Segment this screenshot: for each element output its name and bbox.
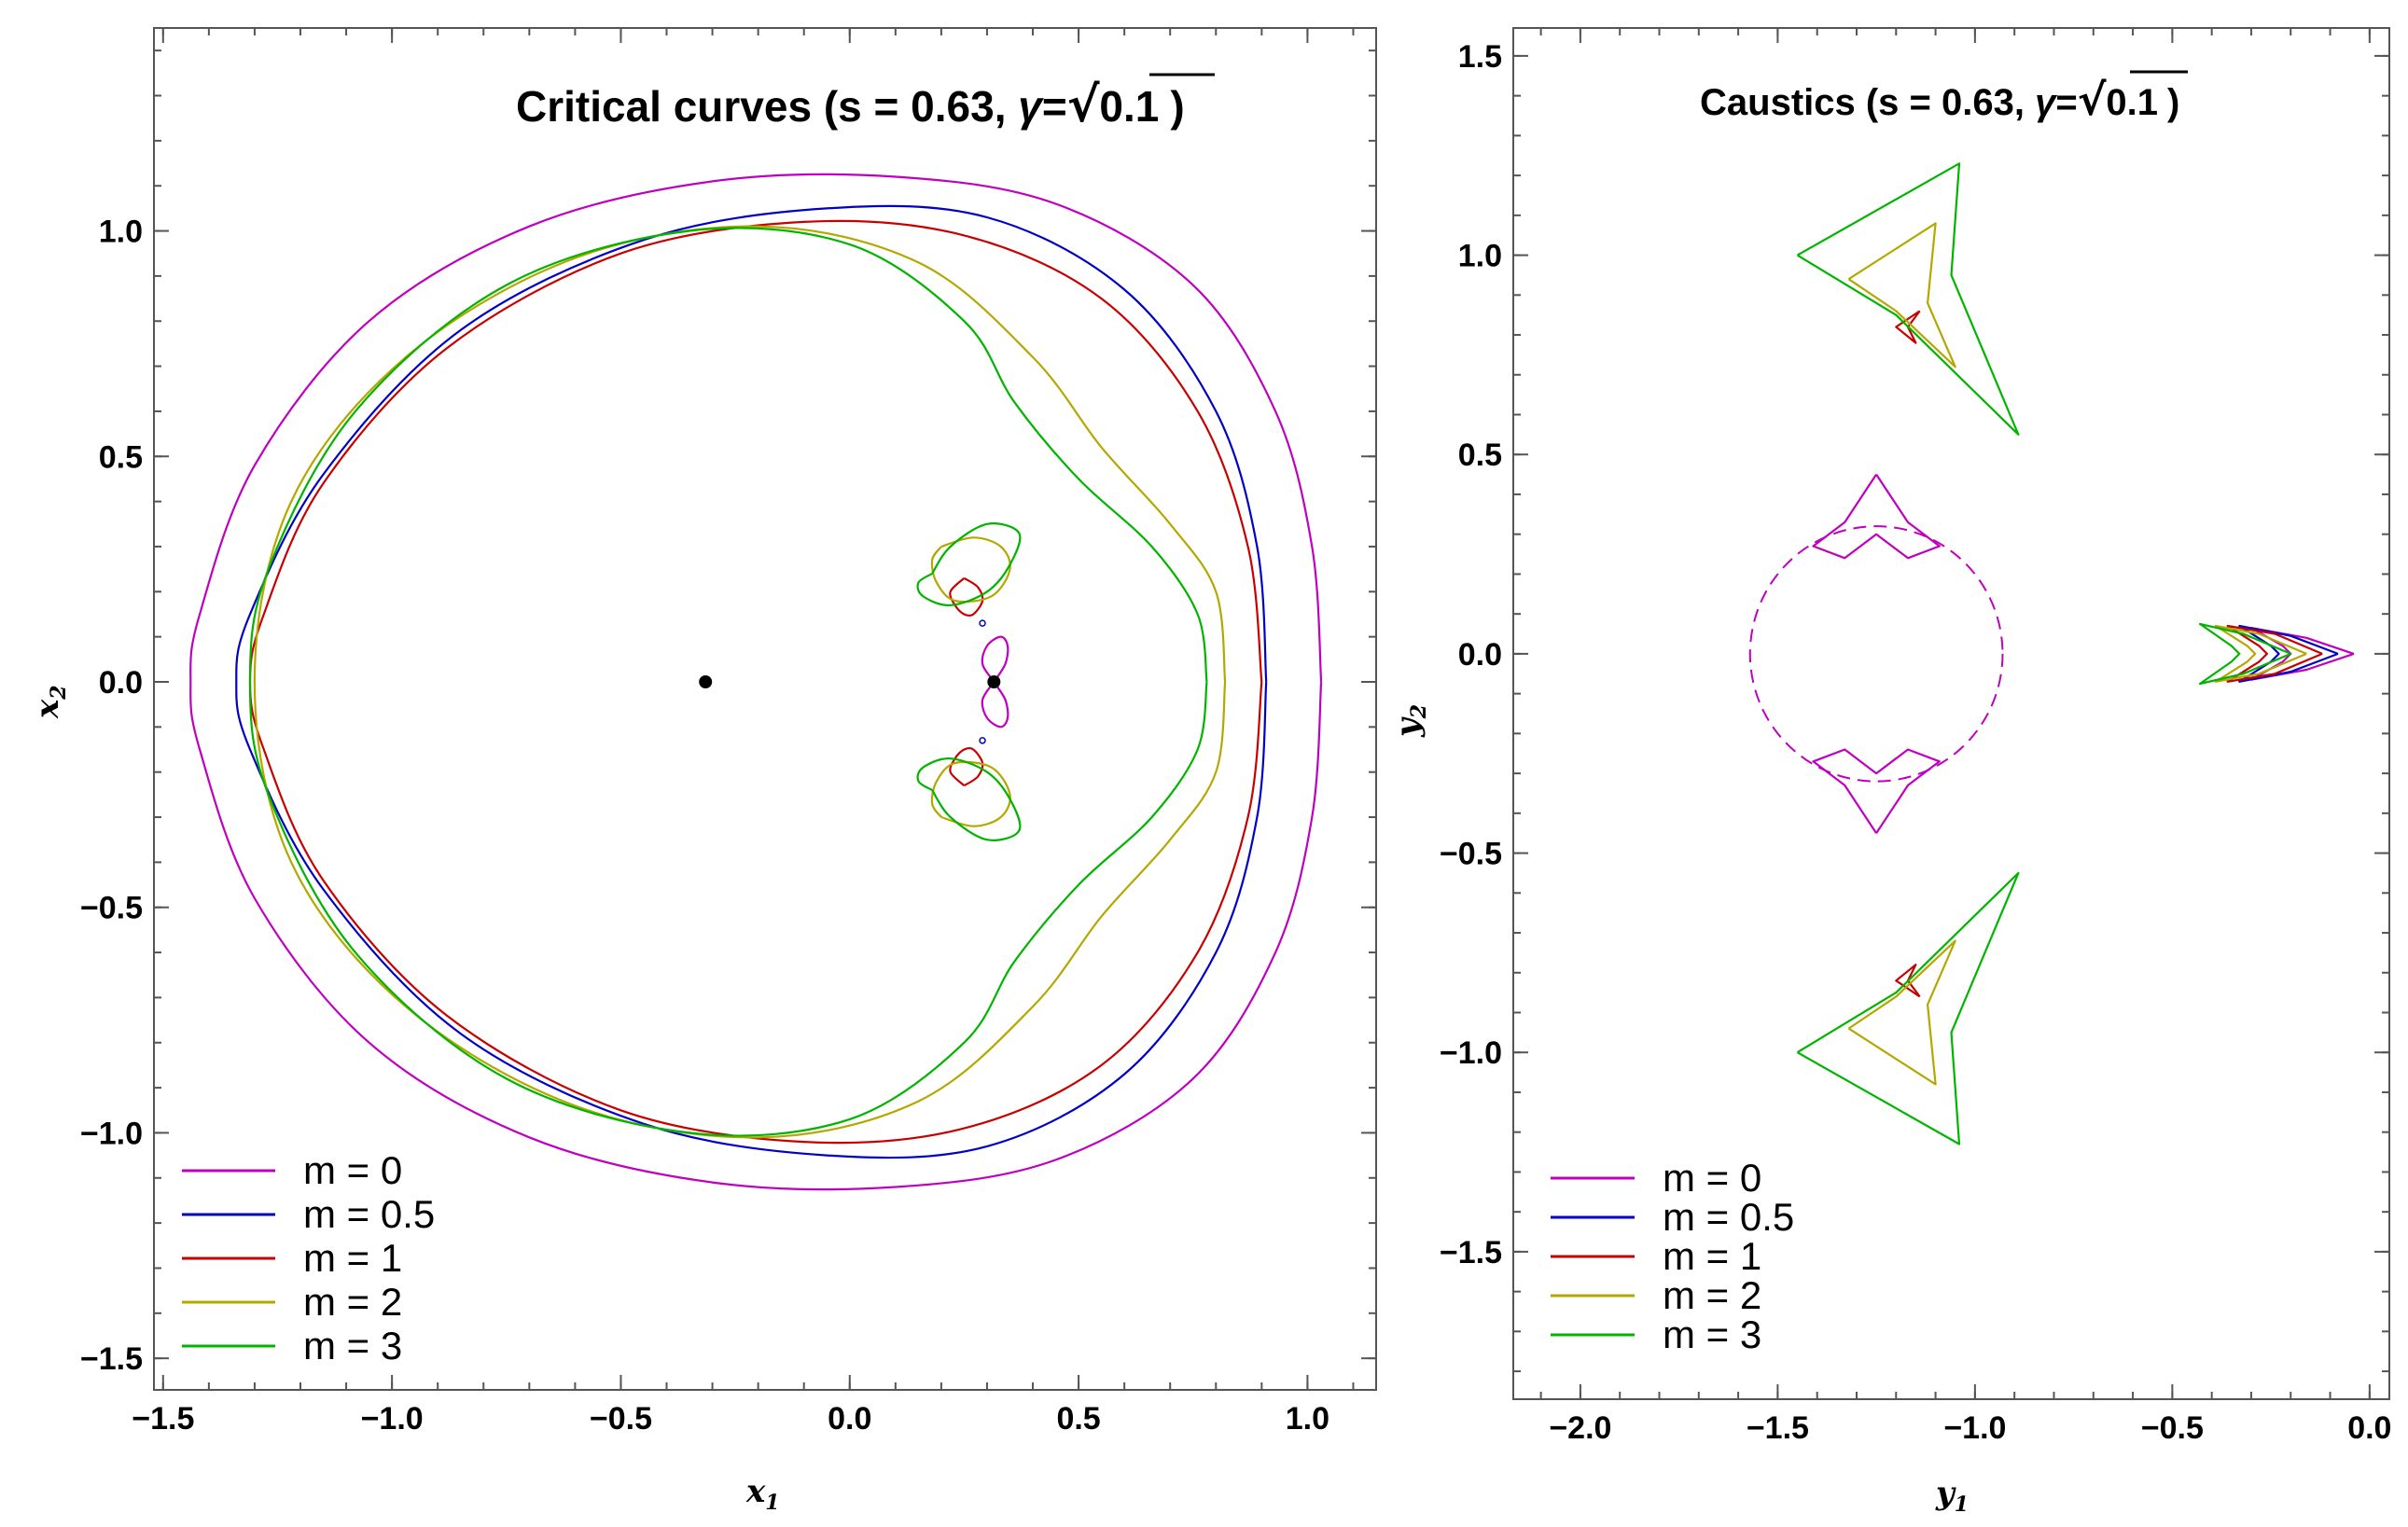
left-plot-frame <box>153 27 1377 1391</box>
critical-curve-m3-outer <box>248 227 1208 1137</box>
right-curves <box>1748 162 2355 1145</box>
right-x-axis-label: y1 <box>1935 1475 1969 1517</box>
caustic-m3-lower-triangle <box>1796 871 2020 1145</box>
critical-curve-m05-small-loop <box>979 737 986 744</box>
caustic-m2-lower-triangle <box>1847 939 1956 1086</box>
right-x-tick-label: −1.5 <box>1747 1410 1809 1446</box>
left-ticks <box>154 28 1376 1390</box>
lens-point-mass <box>987 674 1001 688</box>
right-legend-label: m = 0 <box>1663 1156 1761 1200</box>
left-legend-label: m = 2 <box>303 1280 402 1324</box>
caustics-panel: −2.0 −1.5 −1.0 −0.5 0.0 −1.5 −1.0 −0.5 0.0 0.5 1.0… <box>1389 27 2392 1517</box>
critical-curve-m2-upper-loop <box>930 536 1011 604</box>
critical-curve-m2-lower-loop <box>930 760 1011 827</box>
right-x-tick-label: −0.5 <box>2141 1410 2204 1446</box>
caustic-m05-right-cusp <box>2238 624 2339 683</box>
right-y-tick-label: −0.5 <box>1440 837 1502 872</box>
left-x-tick-label: −0.5 <box>590 1401 652 1437</box>
left-x-tick-label: −1.0 <box>361 1401 424 1437</box>
critical-curves-panel: −1.5 −1.0 −0.5 0.0 0.5 1.0 −1.5 −1.0 −0.5 0.0 0.5 1… <box>29 27 1377 1515</box>
right-y-tick-label: 1.5 <box>1458 39 1502 75</box>
right-legend: m = 0m = 0.5m = 1m = 2m = 3 <box>1551 1156 1794 1356</box>
left-y-tick-label: 1.0 <box>99 215 143 250</box>
right-legend-label: m = 0.5 <box>1663 1195 1794 1239</box>
caustic-m2-right-cusp <box>2214 624 2307 683</box>
caustic-m1-right-cusp <box>2226 624 2323 683</box>
caustic-m0-lower-cusp <box>1812 748 1941 834</box>
critical-curve-m0-outer <box>189 173 1323 1191</box>
right-legend-label: m = 3 <box>1663 1312 1761 1356</box>
caustic-m0-dashed-circle <box>1748 525 2004 783</box>
caustic-m3-right-cusp <box>2198 622 2291 686</box>
left-curves <box>189 173 1323 1191</box>
right-y-tick-label: −1.0 <box>1440 1035 1502 1071</box>
left-y-axis-label: x2 <box>29 685 71 719</box>
left-x-tick-label: 0.5 <box>1056 1401 1100 1437</box>
caustic-m2-upper-triangle <box>1847 222 1956 368</box>
left-legend-label: m = 0 <box>303 1148 402 1192</box>
right-legend-label: m = 1 <box>1663 1234 1761 1278</box>
caustic-m0-upper-cusp <box>1812 473 1941 560</box>
critical-curve-m3-upper-loop <box>916 522 1022 606</box>
right-ticks <box>1513 28 2389 1399</box>
critical-curve-m1-lower-loop <box>949 746 984 787</box>
critical-curve-m05-small-loop <box>979 619 986 627</box>
left-y-tick-label: −0.5 <box>80 891 143 926</box>
critical-curve-m1-upper-loop <box>949 576 984 618</box>
critical-curve-m1-outer <box>248 219 1263 1145</box>
left-y-tick-label: −1.5 <box>80 1341 143 1377</box>
right-title-radicand: 0.1 <box>2106 82 2158 123</box>
right-y-tick-label: 1.0 <box>1458 239 1502 274</box>
right-tick-labels: −2.0 −1.5 −1.0 −0.5 0.0 −1.5 −1.0 −0.5 0.0 0.5 1.0… <box>1440 39 2392 1446</box>
left-y-tick-label: −1.0 <box>80 1116 143 1151</box>
left-x-tick-label: −1.5 <box>132 1401 194 1437</box>
right-y-tick-label: 0.0 <box>1458 637 1502 673</box>
left-legend-label: m = 1 <box>303 1236 402 1280</box>
left-title-radicand: 0.1 <box>1099 82 1159 131</box>
right-legend-label: m = 2 <box>1663 1273 1761 1317</box>
right-title: Caustics (s = 0.63, γ=√0.1) <box>1700 75 2179 125</box>
left-title: Critical curves (s = 0.63, γ=√0.1) <box>516 77 1185 133</box>
left-legend-label: m = 3 <box>303 1324 402 1367</box>
critical-curve-m05-outer <box>235 204 1268 1159</box>
right-plot-frame <box>1512 27 2390 1400</box>
right-y-tick-label: 0.5 <box>1458 437 1502 473</box>
right-y-tick-label: −1.5 <box>1440 1235 1502 1270</box>
left-y-tick-label: 0.0 <box>99 665 143 701</box>
caustic-m3-upper-triangle <box>1796 162 2020 436</box>
right-x-tick-label: −2.0 <box>1549 1410 1611 1446</box>
left-legend: m = 0m = 0.5m = 1m = 2m = 3 <box>182 1148 435 1367</box>
left-x-axis-label: x1 <box>745 1473 780 1515</box>
left-x-tick-label: 0.0 <box>828 1401 871 1437</box>
right-y-axis-label: y2 <box>1389 704 1431 738</box>
left-x-tick-label: 1.0 <box>1286 1401 1329 1437</box>
right-x-tick-label: −1.0 <box>1943 1410 2006 1446</box>
left-y-tick-label: 0.5 <box>99 439 143 475</box>
left-legend-label: m = 0.5 <box>303 1192 435 1236</box>
critical-curve-m3-lower-loop <box>916 757 1022 841</box>
lens-point-mass <box>699 674 713 688</box>
left-tick-labels: −1.5 −1.0 −0.5 0.0 0.5 1.0 −1.5 −1.0 −0.5 0.0 0.5 1… <box>80 215 1329 1437</box>
critical-curve-m2-outer <box>253 225 1227 1139</box>
right-x-tick-label: 0.0 <box>2347 1410 2391 1446</box>
